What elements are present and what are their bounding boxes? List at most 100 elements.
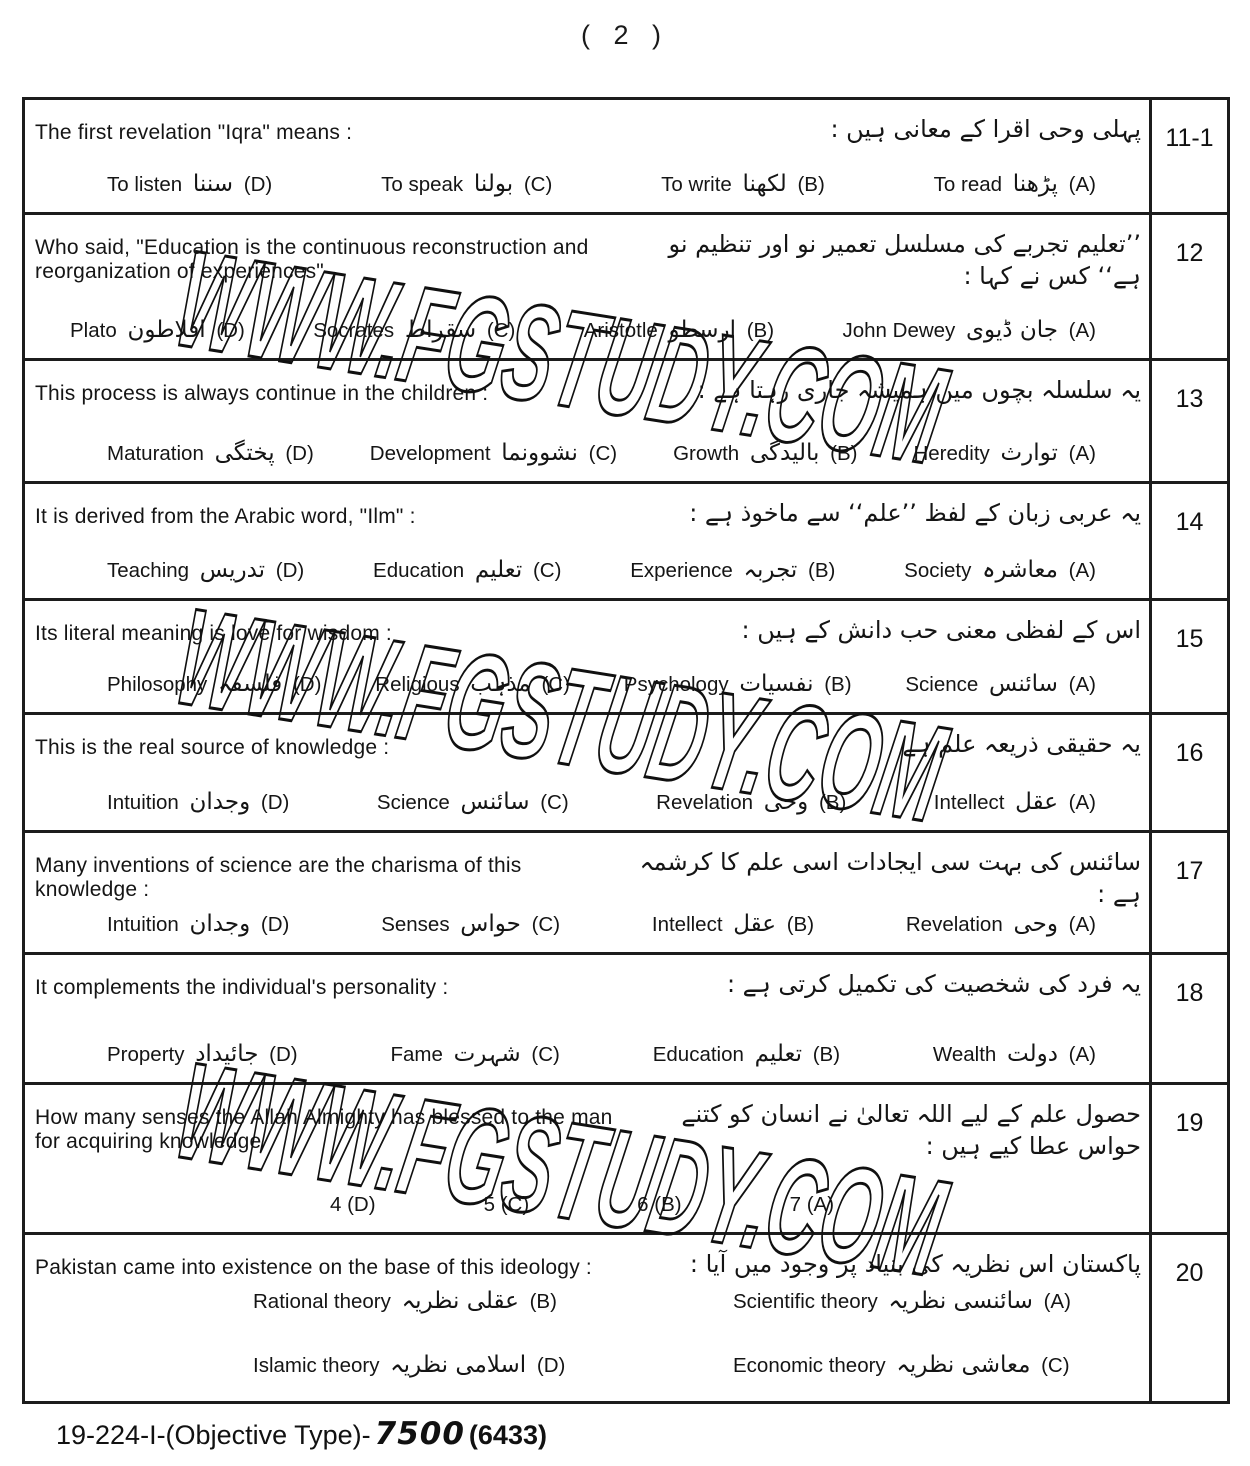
option-urdu: نشوونما: [501, 440, 578, 466]
option-urdu: عقل: [1015, 789, 1058, 815]
option-english: Psychology: [623, 673, 729, 696]
option-a: Revelation وحی (A): [906, 911, 1096, 937]
option-urdu: تعلیم: [474, 557, 523, 583]
option-urdu: سائنسی نظریہ: [888, 1288, 1033, 1314]
question-row-16: This is the real source of knowledge : ی…: [25, 715, 1227, 833]
question-english: The first revelation "Iqra" means :: [35, 121, 353, 144]
option-label: (D): [243, 173, 273, 196]
option-urdu: جائیداد: [195, 1041, 259, 1067]
option-english: Property: [107, 1043, 185, 1066]
option-english: Intuition: [107, 913, 179, 936]
option-label: (A): [1068, 791, 1096, 814]
question-row-13: This process is always continue in the c…: [25, 361, 1227, 484]
question-row-20: Pakistan came into existence on the base…: [25, 1235, 1227, 1401]
question-number: 13: [1149, 361, 1227, 481]
footer-code-prefix: 19-224-I-(Objective Type)-: [56, 1420, 371, 1450]
option-b: Rational theory عقلی نظریہ (B): [253, 1288, 733, 1314]
footer-code-suffix: (6433): [468, 1420, 547, 1450]
option-a: To read پڑھنا (A): [934, 171, 1096, 197]
option-urdu: حواس: [460, 911, 521, 937]
option-urdu: پختگی: [214, 440, 275, 466]
option-urdu: عقلی نظریہ: [401, 1288, 519, 1314]
option-label: (A): [1068, 673, 1096, 696]
option-english: Teaching: [107, 559, 190, 582]
option-urdu: وجدان: [189, 789, 251, 815]
option-a: Heredity توارث (A): [913, 440, 1096, 466]
question-urdu: اس کے لفظی معنی حب دانش کے ہیں :: [741, 616, 1142, 644]
question-urdu: پاکستان اس نظریہ کی بنیاد پر وجود میں آی…: [689, 1250, 1141, 1278]
question-row-15: Its literal meaning is love for wisdom :…: [25, 601, 1227, 715]
question-english: Pakistan came into existence on the base…: [35, 1256, 592, 1279]
option-english: 4: [330, 1193, 342, 1216]
question-number: 14: [1149, 484, 1227, 598]
option-c: Religious مذہب (C): [375, 671, 570, 697]
question-english: It complements the individual's personal…: [35, 976, 449, 999]
option-label: (D): [536, 1354, 566, 1377]
question-number: 19: [1149, 1085, 1227, 1232]
option-d: Intuition وجدان (D): [107, 789, 289, 815]
option-english: Philosophy: [107, 673, 208, 696]
question-urdu: حصول علم کے لیے اللہ تعالیٰ نے انسان کو …: [681, 1100, 1141, 1161]
option-a: Scientific theory سائنسی نظریہ (A): [733, 1288, 1141, 1314]
option-urdu: تجربہ: [743, 557, 798, 583]
question-row-19: How many senses the Allah Almighty has b…: [25, 1085, 1227, 1235]
option-a: Science سائنس (A): [905, 671, 1096, 697]
option-urdu: جان ڈیوی: [966, 317, 1058, 343]
option-label: (C): [541, 673, 570, 696]
option-label: (A): [1068, 1043, 1096, 1066]
option-urdu: ارسطو: [668, 317, 737, 343]
option-b: Growth بالیدگی (B): [673, 440, 857, 466]
option-label: (C): [531, 1043, 560, 1066]
option-b: 6 (B): [637, 1193, 681, 1217]
option-urdu: معاشرہ: [982, 557, 1058, 583]
question-number: 12: [1149, 215, 1227, 358]
option-urdu: دولت: [1007, 1041, 1058, 1067]
option-label: (B): [797, 173, 825, 196]
option-english: Economic theory: [733, 1354, 886, 1377]
option-d: Plato افلاطون (D): [70, 317, 245, 343]
option-b: Revelation وحی (B): [656, 789, 846, 815]
question-english: This process is always continue in the c…: [35, 382, 489, 405]
option-c: To speak بولنا (C): [381, 171, 552, 197]
option-english: 7: [789, 1193, 801, 1216]
option-label: (B): [812, 1043, 841, 1066]
option-english: Experience: [630, 559, 733, 582]
option-urdu: پڑھنا: [1012, 171, 1058, 197]
option-label: (C): [486, 319, 516, 342]
question-english: This is the real source of knowledge :: [35, 736, 390, 759]
option-urdu: تعلیم: [754, 1041, 802, 1067]
option-d: 4 (D): [330, 1193, 376, 1217]
footer-code: 19-224-I-(Objective Type)- 7500 (6433): [56, 1416, 547, 1452]
option-d: Teaching تدریس (D): [107, 557, 304, 583]
option-label: (B): [654, 1193, 682, 1216]
option-urdu: توارث: [1000, 440, 1058, 466]
option-c: 5 (C): [484, 1193, 530, 1217]
option-label: (C): [531, 913, 561, 936]
option-label: (B): [746, 319, 775, 342]
option-label: (A): [1043, 1290, 1071, 1313]
option-a: Wealth دولت (A): [933, 1041, 1096, 1067]
option-english: Education: [652, 1043, 744, 1066]
option-english: Heredity: [913, 442, 990, 465]
option-urdu: فلسفہ: [218, 671, 283, 697]
option-english: Senses: [381, 913, 450, 936]
option-label: (A): [1068, 442, 1096, 465]
option-english: Revelation: [905, 913, 1003, 936]
option-urdu: سقراط: [404, 317, 477, 343]
option-b: To write لکھنا (B): [661, 171, 825, 197]
option-urdu: وحی: [763, 789, 809, 815]
option-english: Aristotle: [583, 319, 658, 342]
question-english: How many senses the Allah Almighty has b…: [35, 1106, 613, 1153]
option-english: Society: [904, 559, 972, 582]
option-c: Fame شہرت (C): [391, 1041, 560, 1067]
option-label: (B): [808, 559, 836, 582]
option-english: Growth: [673, 442, 740, 465]
option-english: Intellect: [933, 791, 1005, 814]
option-a: Intellect عقل (A): [934, 789, 1096, 815]
page-number: ( 2 ): [580, 20, 669, 50]
option-urdu: بولنا: [473, 171, 514, 197]
question-urdu: ’’تعلیم تجربے کی مسلسل تعمیر نو اور تنظی…: [668, 230, 1141, 291]
option-english: To read: [933, 173, 1003, 196]
option-urdu: وجدان: [189, 911, 251, 937]
option-b: Education تعلیم (B): [653, 1041, 840, 1067]
